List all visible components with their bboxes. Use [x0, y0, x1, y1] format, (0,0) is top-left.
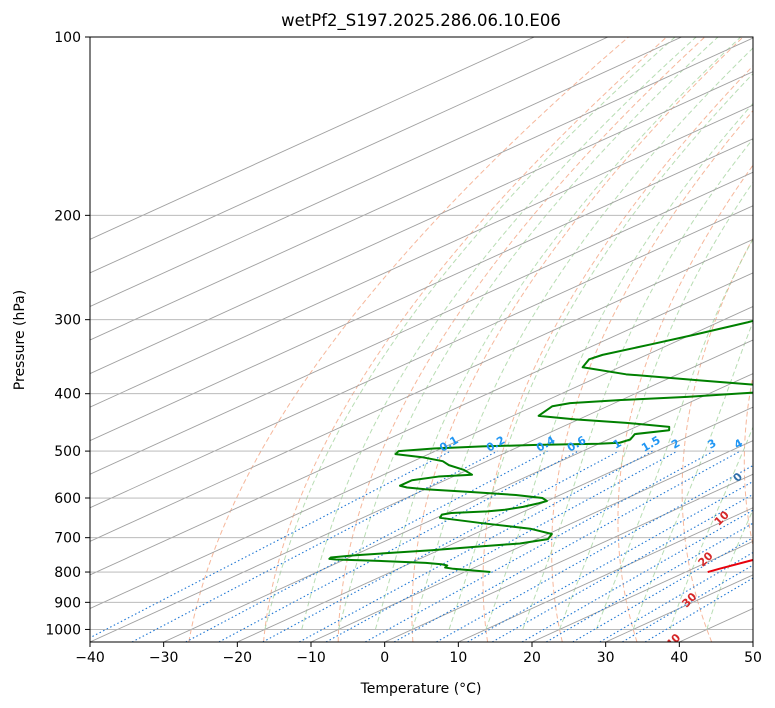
- x-tick-label: −10: [296, 650, 326, 666]
- y-axis-title: Pressure (hPa): [12, 290, 28, 390]
- mixing-ratio-line: [131, 450, 498, 642]
- mixing-ratio-line: [298, 450, 653, 642]
- grid-layer: [90, 37, 753, 642]
- isotherm-line: [90, 37, 535, 240]
- mixing-ratio-line: [546, 522, 753, 642]
- moist-adiabat: [338, 37, 719, 630]
- mixing-ratio-line: [90, 450, 451, 639]
- moist-adiabat: [706, 508, 753, 630]
- isotherm-line: [90, 305, 753, 609]
- isotherm-line: [90, 171, 753, 475]
- moist-adiabat: [264, 37, 676, 630]
- x-tick-label: 20: [523, 650, 541, 666]
- dry-adiabat: [188, 37, 629, 642]
- x-tick-label: 10: [449, 650, 467, 666]
- x-tick-label: 0: [380, 650, 389, 666]
- moist-adiabat: [595, 238, 753, 630]
- moist-adiabat: [632, 320, 753, 630]
- isotherm-line: [90, 205, 753, 509]
- dewpoint-profile-line: [328, 319, 753, 574]
- isotherm-line: [90, 37, 753, 341]
- x-axis-title: Temperature (°C): [360, 681, 482, 697]
- plot-frame: [89, 36, 754, 643]
- y-tick-label: 200: [54, 208, 81, 224]
- mixing-ratio-line: [521, 509, 753, 642]
- x-tick-label: −20: [223, 650, 253, 666]
- isotherm-line: [90, 37, 609, 274]
- isotherm-line: [90, 272, 753, 576]
- x-tick-label: −30: [149, 650, 179, 666]
- isotherm-line: [237, 406, 753, 642]
- isotherm-line: [384, 473, 753, 642]
- moist-adiabat: [522, 138, 753, 630]
- x-tick-label: 30: [597, 650, 615, 666]
- isotherm-line: [90, 339, 753, 642]
- dry-adiabat: [482, 65, 753, 642]
- data-layer: [328, 319, 753, 574]
- isotherm-label: 40: [663, 631, 683, 651]
- dry-adiabat: [617, 164, 753, 642]
- mixing-ratio-line: [365, 450, 714, 642]
- y-tick-label: 300: [54, 313, 81, 329]
- moist-adiabat: [485, 102, 753, 630]
- y-tick-label: 600: [54, 491, 81, 507]
- y-tick-label: 900: [54, 595, 81, 611]
- moist-adiabat: [559, 181, 753, 630]
- mixing-ratio-line: [467, 480, 753, 642]
- dry-adiabat: [743, 373, 753, 548]
- x-tick-label: −40: [75, 650, 105, 666]
- isotherm-line: [90, 37, 682, 307]
- y-tick-label: 500: [54, 444, 81, 460]
- isotherm-line: [163, 373, 753, 642]
- moist-adiabat: [374, 37, 741, 630]
- isotherm-line: [90, 71, 753, 375]
- moist-adiabat: [669, 425, 753, 630]
- dry-adiabat: [263, 37, 668, 642]
- mixing-ratio-line: [262, 450, 620, 642]
- moist-adiabat: [448, 72, 753, 630]
- y-tick-label: 100: [54, 30, 81, 46]
- x-tick-label: 50: [744, 650, 762, 666]
- isotherm-line: [90, 138, 753, 442]
- y-tick-label: 700: [54, 531, 81, 547]
- moist-adiabat: [301, 37, 697, 630]
- y-tick-label: 400: [54, 387, 81, 403]
- y-tick-label: 800: [54, 565, 81, 581]
- chart-title: wetPf2_S197.2025.286.06.10.E06: [281, 11, 561, 31]
- axis-layer: −40 −30 −20 −10 0 10 20 30 40 50 1000 900 800 700 600 5…: [45, 30, 762, 666]
- isotherm-line: [458, 507, 753, 642]
- mixing-ratio-line: [393, 450, 741, 642]
- dry-adiabat: [551, 109, 753, 642]
- x-tick-label: 40: [670, 650, 688, 666]
- y-tick-label: 1000: [45, 622, 81, 638]
- isotherm-line: [90, 104, 753, 408]
- mixing-ratio-line: [325, 450, 678, 642]
